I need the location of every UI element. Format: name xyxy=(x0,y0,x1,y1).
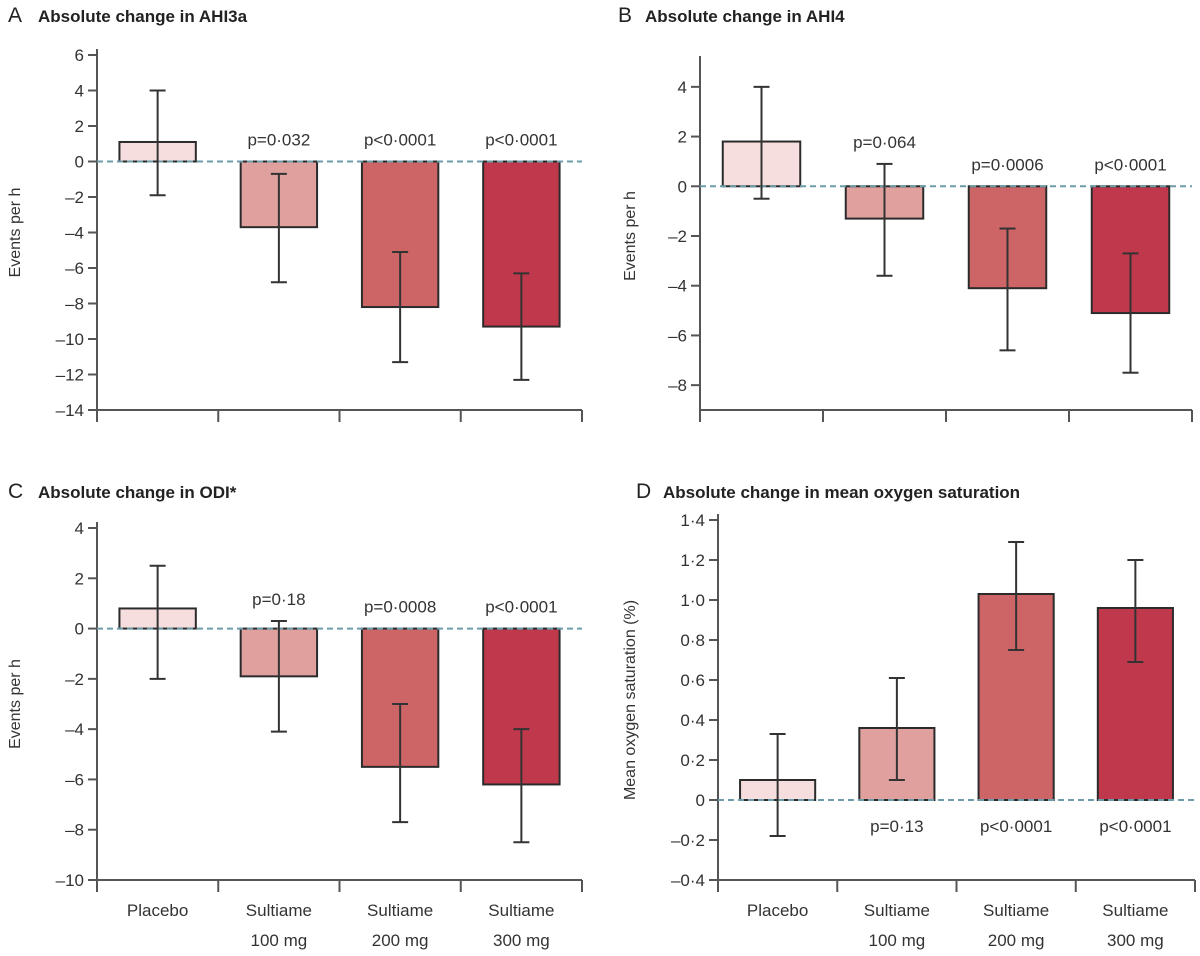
y-tick-label: 0 xyxy=(75,620,84,639)
p-value-label: p<0·0001 xyxy=(980,817,1052,836)
y-tick-label: 4 xyxy=(75,519,84,538)
y-tick-label: 6 xyxy=(75,46,84,65)
y-tick-label: –6 xyxy=(668,326,687,345)
x-tick-label: 300 mg xyxy=(1107,931,1164,950)
y-tick-label: –10 xyxy=(56,330,84,349)
y-tick-label: 0·4 xyxy=(680,711,705,730)
y-tick-label: –0·2 xyxy=(671,831,705,850)
p-value-label: p=0·0008 xyxy=(364,598,436,617)
y-tick-label: 0 xyxy=(75,153,84,172)
y-axis-label: Mean oxygen saturation (%) xyxy=(622,600,639,800)
y-tick-label: 0 xyxy=(696,791,705,810)
y-tick-label: –2 xyxy=(668,227,687,246)
y-tick-label: 1·2 xyxy=(680,551,705,570)
x-tick-label: Sultiame xyxy=(983,901,1049,920)
y-tick-label: 2 xyxy=(678,128,687,147)
y-axis-label: Events per h xyxy=(7,659,24,749)
p-value-label: p<0·0001 xyxy=(485,598,557,617)
p-value-label: p=0·064 xyxy=(853,133,916,152)
y-tick-label: –0·4 xyxy=(671,871,705,890)
y-tick-label: 1·0 xyxy=(680,591,705,610)
x-tick-label: Sultiame xyxy=(246,901,312,920)
y-tick-label: –2 xyxy=(65,670,84,689)
y-tick-label: –6 xyxy=(65,770,84,789)
y-axis-label: Events per h xyxy=(7,188,24,278)
panel-title: Absolute change in AHI4 xyxy=(645,7,845,26)
y-tick-label: 2 xyxy=(75,569,84,588)
p-value-label: p<0·0001 xyxy=(1099,817,1171,836)
y-tick-label: –6 xyxy=(65,259,84,278)
y-tick-label: –8 xyxy=(65,295,84,314)
panel-letter: D xyxy=(636,480,651,503)
panel-title: Absolute change in AHI3a xyxy=(38,7,248,26)
y-tick-label: 0·2 xyxy=(680,751,705,770)
y-tick-label: –12 xyxy=(56,366,84,385)
panel-title: Absolute change in ODI* xyxy=(38,483,237,502)
p-value-label: p<0·0001 xyxy=(485,131,557,150)
y-tick-label: 4 xyxy=(678,78,687,97)
x-tick-label: 100 mg xyxy=(869,931,926,950)
panel-letter: B xyxy=(618,4,632,27)
panel-a: A Absolute change in AHI3a Events per h 6 4 2… xyxy=(7,4,583,422)
panel-title: Absolute change in mean oxygen saturatio… xyxy=(663,483,1020,502)
p-value-label: p<0·0001 xyxy=(1094,155,1166,174)
panel-d: D Absolute change in mean oxygen saturati… xyxy=(622,480,1196,950)
x-tick-label: Placebo xyxy=(747,901,808,920)
y-tick-label: –4 xyxy=(668,277,687,296)
x-tick-label: Sultiame xyxy=(488,901,554,920)
y-tick-label: 1·4 xyxy=(680,511,705,530)
y-tick-label: –8 xyxy=(668,376,687,395)
y-tick-label: –2 xyxy=(65,188,84,207)
x-tick-label: Placebo xyxy=(127,901,188,920)
y-tick-label: –10 xyxy=(56,871,84,890)
panel-letter: C xyxy=(8,480,23,503)
x-tick-label: Sultiame xyxy=(367,901,433,920)
y-tick-label: 0·6 xyxy=(680,671,705,690)
y-tick-label: –14 xyxy=(56,401,84,420)
bar xyxy=(1096,607,1174,801)
panel-letter: A xyxy=(8,4,22,27)
p-value-label: p=0·18 xyxy=(252,590,305,609)
y-tick-label: –8 xyxy=(65,821,84,840)
y-tick-label: –4 xyxy=(65,720,84,739)
x-tick-label: Sultiame xyxy=(864,901,930,920)
y-axis-label: Events per h xyxy=(622,191,639,281)
x-tick-label: 200 mg xyxy=(988,931,1045,950)
y-tick-label: 2 xyxy=(75,117,84,136)
panel-b: B Absolute change in AHI4 Events per h 4 2 0 –… xyxy=(618,4,1193,422)
panel-c: C Absolute change in ODI* Events per h 4 2 0 –… xyxy=(7,480,583,950)
y-tick-label: 4 xyxy=(75,82,84,101)
y-tick-label: 0·8 xyxy=(680,631,705,650)
x-tick-label: 200 mg xyxy=(372,931,429,950)
y-tick-label: 0 xyxy=(678,177,687,196)
x-tick-label: 300 mg xyxy=(493,931,550,950)
p-value-label: p=0·0006 xyxy=(971,155,1043,174)
y-tick-label: –4 xyxy=(65,224,84,243)
p-value-label: p<0·0001 xyxy=(364,131,436,150)
p-value-label: p=0·13 xyxy=(870,817,923,836)
x-tick-label: 100 mg xyxy=(251,931,308,950)
p-value-label: p=0·032 xyxy=(247,131,310,150)
x-tick-label: Sultiame xyxy=(1102,901,1168,920)
